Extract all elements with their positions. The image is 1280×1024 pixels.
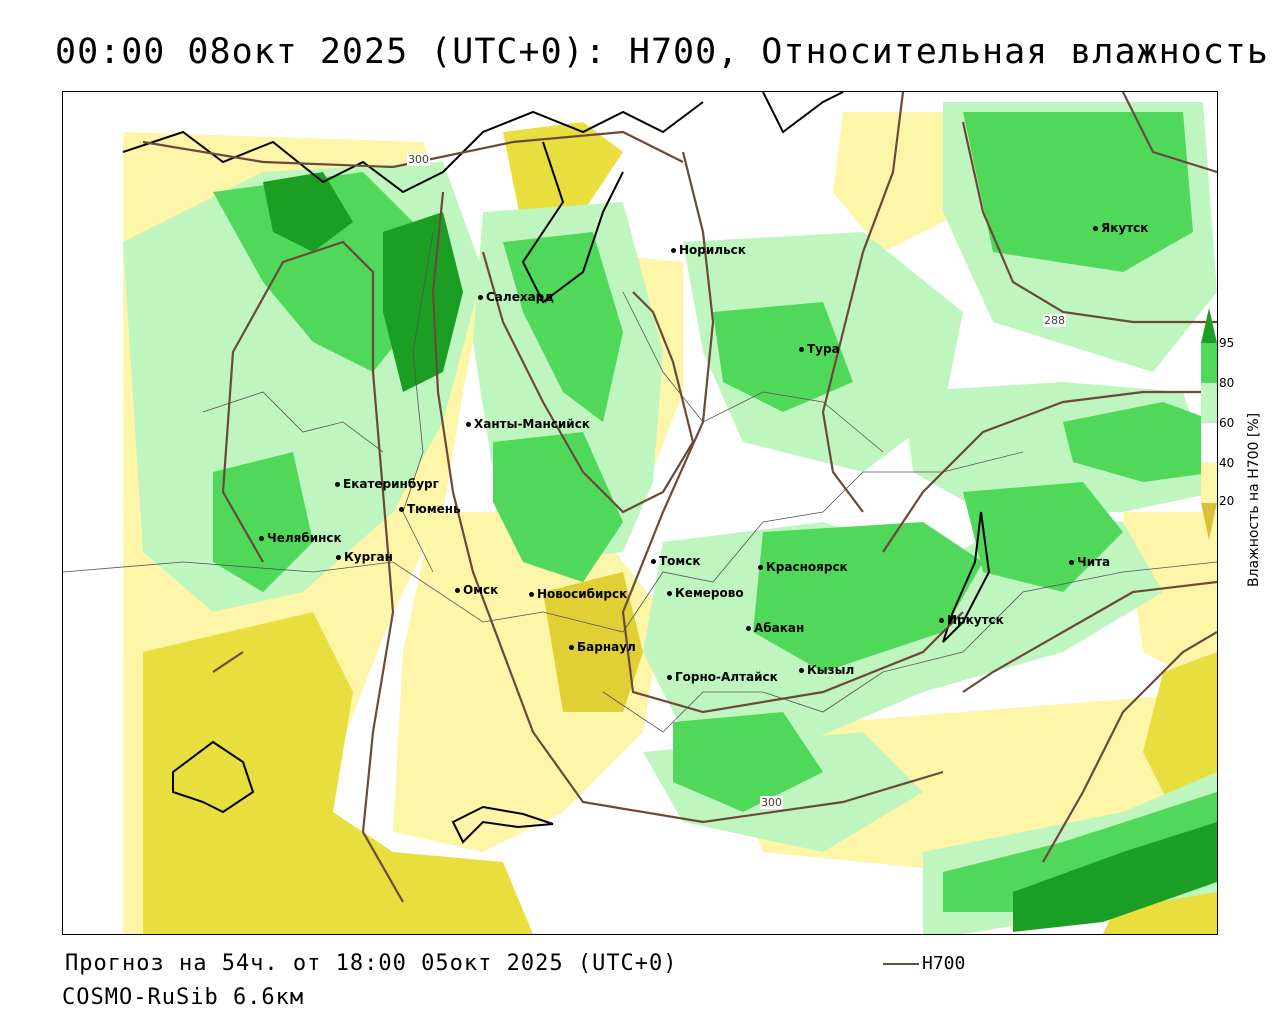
city-marker: Красноярск bbox=[758, 560, 848, 574]
city-label: Новосибирск bbox=[537, 587, 628, 601]
city-label: Барнаул bbox=[577, 640, 636, 654]
city-marker: Барнаул bbox=[569, 640, 636, 654]
city-marker: Тюмень bbox=[399, 502, 461, 516]
city-marker: Чита bbox=[1069, 555, 1110, 569]
city-label: Ханты-Мансийск bbox=[474, 417, 590, 431]
city-label: Кемерово bbox=[675, 586, 744, 600]
city-marker: Абакан bbox=[746, 621, 804, 635]
city-marker: Новосибирск bbox=[529, 587, 627, 601]
isoline-label: 300 bbox=[760, 796, 783, 809]
map-title: 00:00 08окт 2025 (UTC+0): H700, Относите… bbox=[55, 32, 1269, 72]
city-label: Челябинск bbox=[267, 531, 342, 545]
isoline-label: 300 bbox=[407, 153, 430, 166]
isoline-legend-swatch bbox=[883, 963, 919, 965]
city-marker: Якутск bbox=[1093, 221, 1148, 235]
city-label: Екатеринбург bbox=[343, 477, 439, 491]
colorbar-tick: 20 bbox=[1219, 494, 1235, 508]
city-marker: Иркутск bbox=[939, 613, 1004, 627]
city-label: Омск bbox=[463, 583, 499, 597]
city-marker: Курган bbox=[336, 550, 393, 564]
city-marker: Омск bbox=[455, 583, 498, 597]
city-label: Салехард bbox=[486, 290, 554, 304]
colorbar-title: Влажность на H700 [%] bbox=[1246, 412, 1262, 587]
colorbar-tick: 40 bbox=[1219, 456, 1235, 470]
city-marker: Тура bbox=[799, 342, 840, 356]
city-label: Курган bbox=[344, 550, 393, 564]
isoline-label: 288 bbox=[1043, 314, 1066, 327]
city-marker: Томск bbox=[651, 554, 701, 568]
city-marker: Салехард bbox=[478, 290, 554, 304]
model-name: COSMO-RuSib 6.6км bbox=[62, 985, 305, 1010]
city-marker: Горно-Алтайск bbox=[667, 670, 778, 684]
city-marker: Кемерово bbox=[667, 586, 744, 600]
city-label: Томск bbox=[659, 554, 701, 568]
colorbar-tick: 60 bbox=[1219, 416, 1235, 430]
city-label: Абакан bbox=[754, 621, 805, 635]
city-label: Кызыл bbox=[807, 663, 855, 677]
city-marker: Челябинск bbox=[259, 531, 342, 545]
colorbar bbox=[1201, 308, 1217, 540]
city-marker: Екатеринбург bbox=[335, 477, 439, 491]
forecast-info: Прогноз на 54ч. от 18:00 05окт 2025 (UTC… bbox=[65, 951, 678, 976]
city-label: Красноярск bbox=[766, 560, 848, 574]
city-label: Тюмень bbox=[407, 502, 461, 516]
humidity-field bbox=[63, 92, 1217, 934]
city-marker: Ханты-Мансийск bbox=[466, 417, 590, 431]
city-label: Тура bbox=[807, 342, 840, 356]
city-label: Иркутск bbox=[947, 613, 1004, 627]
colorbar-tick: 95 bbox=[1219, 336, 1235, 350]
isoline-legend-label: H700 bbox=[922, 953, 966, 974]
city-marker: Норильск bbox=[671, 243, 746, 257]
city-label: Норильск bbox=[679, 243, 746, 257]
city-label: Чита bbox=[1077, 555, 1111, 569]
city-label: Якутск bbox=[1101, 221, 1149, 235]
colorbar-tick: 80 bbox=[1219, 376, 1235, 390]
weather-map: 300 288 300 Якутск Норильск Салехард Тур… bbox=[62, 91, 1218, 935]
city-label: Горно-Алтайск bbox=[675, 670, 778, 684]
city-marker: Кызыл bbox=[799, 663, 854, 677]
